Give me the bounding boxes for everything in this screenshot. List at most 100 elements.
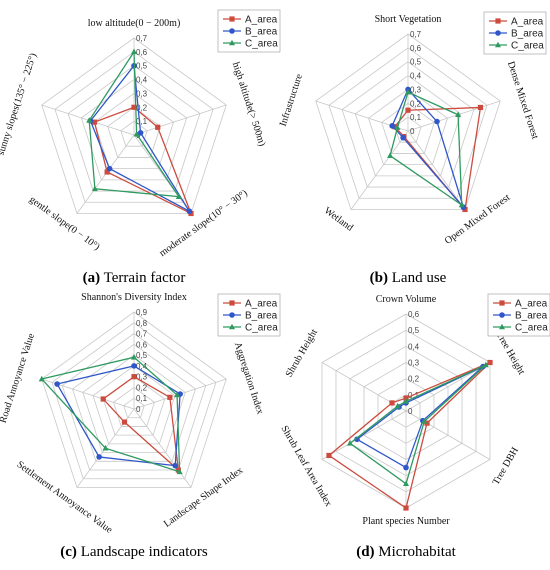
data-point — [38, 375, 45, 382]
legend-label: A_area — [511, 17, 544, 28]
data-point — [176, 468, 183, 475]
axis-label: Infrastructure — [278, 72, 305, 128]
grid-ring — [381, 102, 435, 154]
data-point — [482, 361, 489, 368]
tick-label: 0,1 — [136, 394, 148, 403]
grid-ring — [367, 88, 449, 166]
axis-label: Dense Mixed Forest — [505, 60, 541, 141]
data-point — [389, 400, 395, 406]
series-line — [40, 356, 181, 473]
axis-label: moderate slope(10° − 30°) — [157, 188, 249, 259]
tick-label: 0,1 — [410, 113, 422, 122]
data-point — [172, 462, 178, 469]
tick-label: 0 — [410, 127, 415, 136]
data-point — [403, 398, 409, 404]
tick-label: 0,4 — [136, 362, 148, 371]
data-point — [131, 363, 137, 369]
data-point — [487, 359, 493, 366]
tick-label: 0,7 — [136, 34, 148, 43]
data-point — [421, 418, 428, 424]
radar-chart-2: 0 0,1 0,2 0,3 0,4 0,5 0,6 0,7 Short Vegetation De… — [278, 11, 547, 286]
legend-marker — [229, 16, 235, 22]
panel-caption: (d) Microhabitat — [356, 544, 456, 560]
legend-marker — [499, 312, 505, 318]
axis-label: Shrub Height — [284, 327, 320, 379]
legend-label: A_area — [245, 15, 278, 26]
tick-label: 0,7 — [136, 330, 148, 339]
grid-ring — [123, 397, 145, 419]
axis-label: Open Mixed Forest — [443, 192, 513, 247]
data-point — [137, 130, 144, 136]
legend-label: C_area — [511, 41, 544, 52]
data-point — [54, 381, 60, 387]
legend-marker — [229, 28, 235, 34]
series-C_area — [86, 48, 182, 199]
axis-label: high altitude(> 500m) — [230, 61, 268, 148]
tick-label: 0,3 — [136, 373, 148, 382]
legend-marker — [229, 39, 235, 46]
legend-marker — [495, 30, 501, 36]
tick-label: 0,2 — [136, 383, 148, 392]
axis-label: Wetland — [322, 205, 355, 233]
data-point — [387, 152, 394, 158]
legend-label: A_area — [515, 299, 548, 310]
legend-marker — [229, 312, 235, 318]
axis-label: sunny slopes(135° − 225°) — [0, 52, 39, 157]
data-point — [405, 107, 411, 113]
caption-text: Terrain factor — [100, 270, 185, 286]
tick-label: 0,9 — [136, 308, 148, 317]
data-point — [96, 454, 102, 460]
grid-ring — [113, 386, 155, 427]
series-line — [89, 64, 192, 213]
series-B_area — [389, 86, 467, 211]
legend-label: B_area — [245, 311, 278, 322]
data-point — [121, 419, 128, 425]
series-line — [389, 91, 463, 207]
data-point — [477, 104, 484, 111]
tick-label: 0,6 — [408, 310, 420, 319]
axis-spoke — [350, 130, 409, 210]
grid-ring — [120, 120, 148, 147]
data-point — [186, 208, 193, 215]
axis-spoke — [407, 130, 466, 210]
series-line — [391, 88, 465, 208]
caption-text: Landscape indicators — [77, 544, 208, 560]
tick-label: 0,8 — [136, 319, 148, 328]
tick-label: 0,4 — [408, 342, 420, 351]
data-point — [167, 394, 173, 400]
data-point — [155, 124, 161, 130]
tick-label: 0,6 — [136, 48, 148, 57]
data-point — [106, 165, 113, 172]
legend-label: B_area — [515, 311, 548, 322]
panel-caption: (a) Terrain factor — [83, 270, 186, 286]
axis-label: Short Vegetation — [375, 14, 442, 25]
grid-ring — [54, 51, 214, 203]
legend-label: C_area — [515, 323, 548, 334]
series-C_area — [38, 353, 183, 475]
data-point — [389, 123, 395, 129]
data-point — [458, 201, 465, 208]
axis-label: Plant species Number — [362, 516, 450, 527]
grid-ring — [67, 65, 201, 192]
data-point — [405, 88, 411, 95]
data-point — [403, 505, 409, 511]
axis-label: Shannon's Diversity Index — [81, 292, 187, 303]
data-point — [91, 185, 98, 192]
grid-ring — [82, 354, 186, 453]
axis-label: gentle slope(0 − 10°) — [27, 194, 102, 252]
data-point — [394, 124, 401, 130]
grid-ring — [354, 75, 462, 177]
tick-label: 0,2 — [408, 375, 420, 384]
grid-ring — [341, 61, 475, 188]
series-C_area — [387, 88, 465, 208]
series-line — [102, 375, 180, 472]
axis-label: Tree Height — [493, 330, 526, 377]
grid-ring — [328, 47, 488, 199]
axis-label: Tree DBH — [491, 445, 521, 487]
